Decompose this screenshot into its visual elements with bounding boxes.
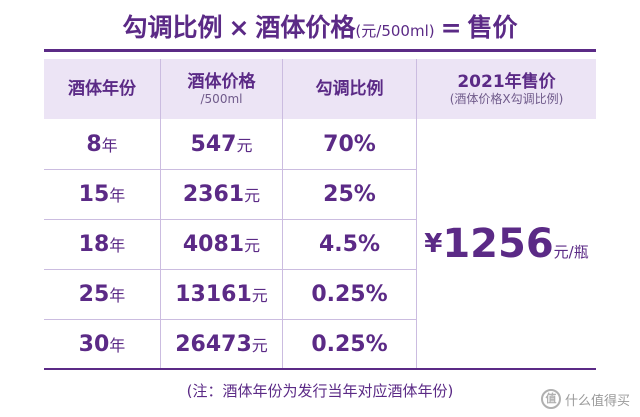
sale-price-unit: 元/瓶	[553, 242, 589, 261]
price-value: 26473	[175, 331, 252, 357]
column-divider	[416, 59, 417, 369]
watermark-text: 什么值得买	[564, 393, 630, 409]
price-value: 4081	[182, 231, 245, 257]
row-divider	[44, 319, 416, 320]
price-value: 13161	[175, 281, 252, 307]
row-divider	[44, 219, 416, 220]
header-price: 酒体价格 /500ml	[161, 59, 282, 119]
column-divider	[282, 59, 283, 369]
price-unit: 元	[244, 236, 261, 255]
price-value: 547	[190, 131, 237, 157]
price-unit: 元	[236, 136, 253, 155]
year-unit: 年	[109, 336, 126, 355]
table-row-year: 25 年	[44, 269, 160, 319]
year-unit: 年	[109, 236, 126, 255]
table-row-ratio: 0.25%	[311, 331, 388, 357]
table-row-year: 18 年	[44, 219, 160, 269]
year-value: 30	[78, 331, 110, 357]
price-unit: 元	[251, 286, 268, 305]
year-unit: 年	[101, 136, 118, 155]
title-divider	[44, 49, 596, 52]
table-row-year: 30 年	[44, 319, 160, 369]
price-value: 2361	[182, 181, 245, 207]
year-value: 8	[86, 131, 102, 157]
page-title: 勾调比例 × 酒体价格(元/500ml) = 售价	[0, 8, 640, 44]
header-price-label: 酒体价格	[187, 71, 256, 92]
row-divider	[44, 269, 416, 270]
title-ratio: 勾调比例	[122, 13, 223, 42]
table-row-price: 13161 元	[161, 269, 282, 319]
year-unit: 年	[109, 186, 126, 205]
price-unit: 元	[251, 336, 268, 355]
year-value: 15	[78, 181, 110, 207]
title-unit: (元/500ml)	[355, 22, 435, 40]
header-ratio: 勾调比例	[283, 59, 416, 119]
table-row-ratio: 4.5%	[318, 231, 380, 257]
header-sale-price: 2021年售价 (酒体价格X勾调比例)	[417, 59, 596, 119]
year-value: 18	[78, 231, 110, 257]
table-row-ratio: 25%	[323, 181, 376, 207]
year-value: 25	[78, 281, 110, 307]
header-sale-label: 2021年售价	[457, 71, 556, 92]
table-row-price: 4081 元	[161, 219, 282, 269]
price-unit: 元	[244, 186, 261, 205]
year-unit: 年	[109, 286, 126, 305]
price-table: 酒体年份 酒体价格 /500ml 勾调比例 2021年售价 (酒体价格X勾调比例…	[44, 59, 596, 370]
table-row-ratio: 70%	[323, 131, 376, 157]
header-sale-formula: (酒体价格X勾调比例)	[449, 92, 564, 106]
watermark-logo-icon: 值	[540, 389, 561, 409]
watermark: 值 什么值得买	[540, 389, 630, 409]
row-divider	[44, 169, 416, 170]
currency-symbol: ¥	[424, 229, 443, 259]
title-sale-price: 售价	[467, 13, 518, 42]
header-ratio-label: 勾调比例	[315, 78, 384, 99]
sale-price-value: 1256	[442, 221, 554, 267]
equals-sign: =	[440, 13, 462, 42]
header-price-unit: /500ml	[200, 92, 243, 106]
table-row-price: 26473 元	[161, 319, 282, 369]
footnote: (注：酒体年份为发行当年对应酒体年份)	[186, 382, 454, 400]
table-row-price: 547 元	[161, 119, 282, 169]
column-divider	[160, 59, 161, 369]
table-row-price: 2361 元	[161, 169, 282, 219]
header-year: 酒体年份	[44, 59, 160, 119]
table-row-year: 15 年	[44, 169, 160, 219]
table-bottom-border	[44, 368, 596, 370]
multiply-sign: ×	[228, 13, 250, 42]
header-year-label: 酒体年份	[68, 78, 136, 99]
sale-price-cell: ¥1256 元/瓶	[417, 119, 596, 369]
table-row-ratio: 0.25%	[311, 281, 388, 307]
title-price: 酒体价格	[255, 13, 356, 42]
